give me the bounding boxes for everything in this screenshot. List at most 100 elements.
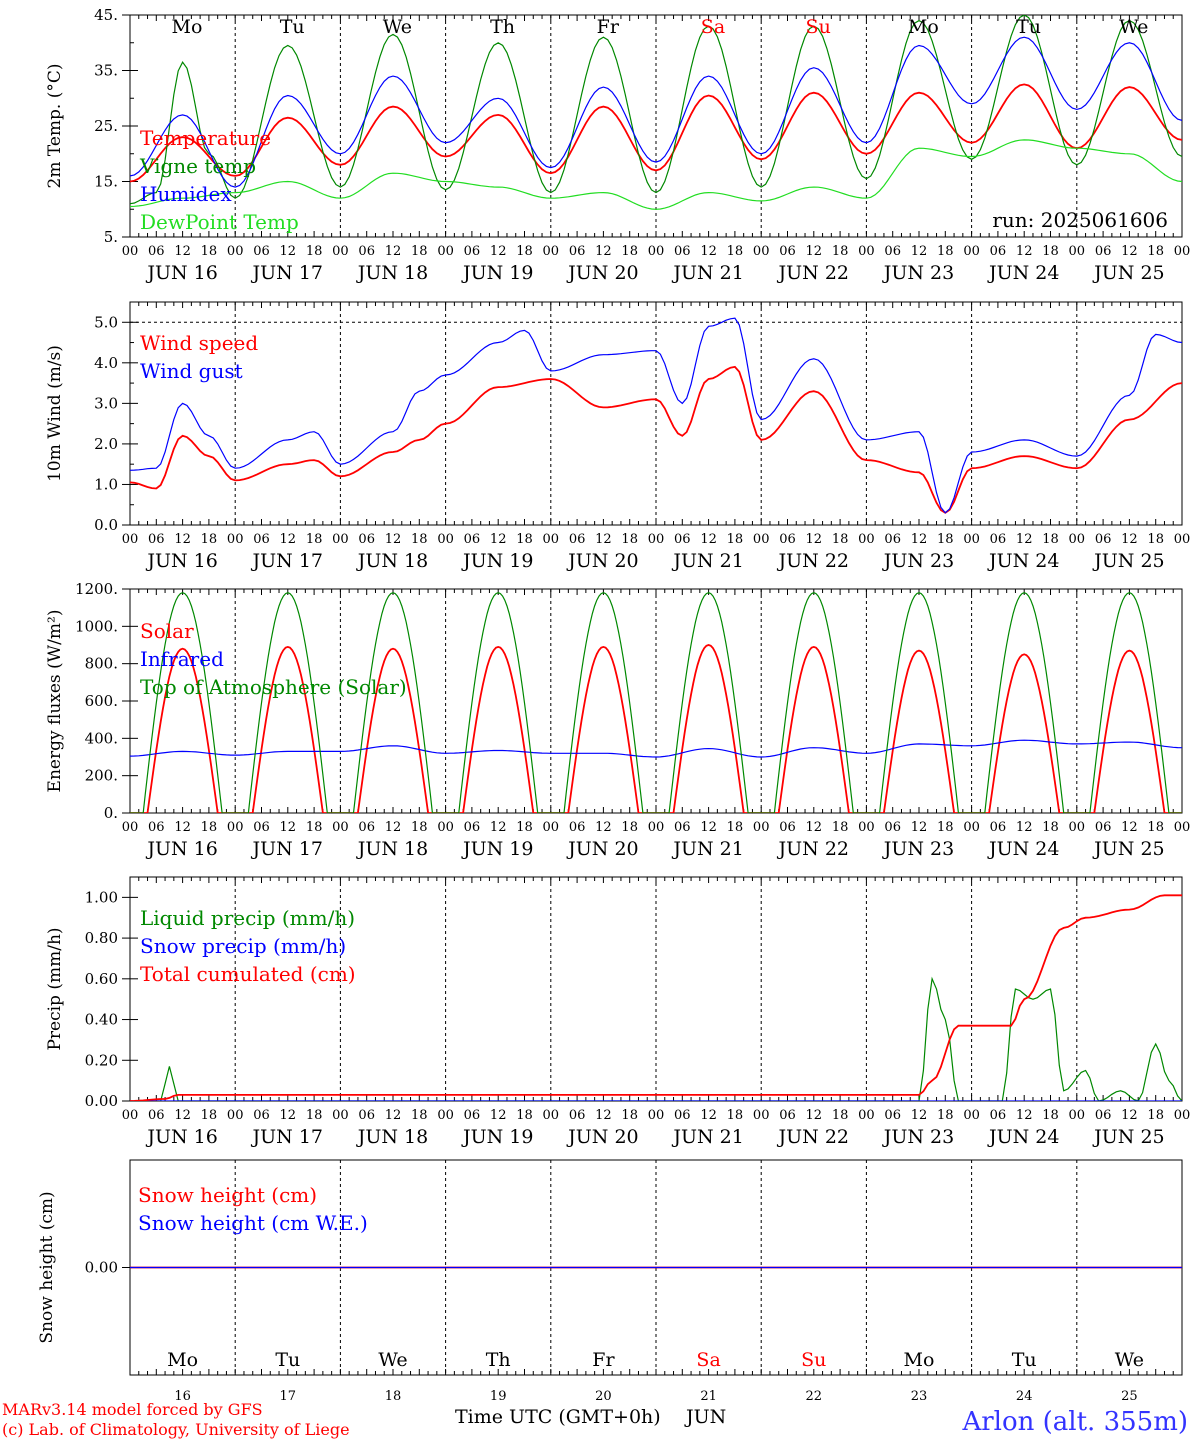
time-label: 06 [464,244,481,259]
time-label: 12 [700,244,717,259]
date-labels: JUN 16 JUN 17 JUN 18 JUN 19 JUN 20 JUN 21 JUN … [145,262,1164,284]
series-line-wind-speed [130,365,1182,514]
time-label: 12 [911,532,928,547]
time-labels: 00 06 12 18 00 06 12 18 00 06 12 18 00 06 12 18 00 06 12 18… [122,820,1191,835]
weekday-label: Tu [1012,1349,1037,1371]
y-tick-label: 25. [94,117,118,135]
time-label: 12 [1016,244,1033,259]
series-line-liquid-precip-mm-h [130,976,1182,1101]
y-tick-label: 800. [85,655,118,673]
time-label: 18 [306,820,323,835]
date-label: JUN 19 [461,838,533,860]
time-label: 00 [1174,1108,1191,1123]
date-label: JUN 17 [251,838,323,860]
time-label: 18 [832,244,849,259]
time-label: 00 [227,532,244,547]
day-number: 20 [595,1389,612,1404]
time-label: 00 [437,244,454,259]
time-label: 06 [1095,1108,1112,1123]
time-label: 12 [595,532,612,547]
legend-entry: Vigne temp [139,154,256,178]
time-label: 00 [648,532,665,547]
date-label: JUN 25 [1092,1126,1164,1148]
date-label: JUN 17 [251,1126,323,1148]
time-label: 00 [437,820,454,835]
time-label: 12 [700,1108,717,1123]
date-label: JUN 21 [671,838,743,860]
time-label: 18 [516,244,533,259]
time-label: 18 [1042,532,1059,547]
time-label: 12 [1121,1108,1138,1123]
time-label: 12 [595,820,612,835]
time-label: 00 [1069,1108,1086,1123]
time-label: 06 [990,820,1007,835]
day-number: 23 [911,1389,928,1404]
date-label: JUN 24 [987,838,1059,860]
date-label: JUN 18 [356,550,428,572]
time-label: 06 [569,820,586,835]
time-label: 12 [806,820,823,835]
time-label: 06 [569,244,586,259]
time-label: 00 [963,1108,980,1123]
date-label: JUN 20 [566,1126,638,1148]
time-label: 00 [1174,532,1191,547]
time-label: 12 [700,532,717,547]
time-label: 18 [832,1108,849,1123]
series-group [130,894,1182,1101]
time-label: 00 [122,532,139,547]
time-label: 18 [727,820,744,835]
weekday-label: Sa [701,16,725,38]
time-label: 12 [595,244,612,259]
time-label: 06 [779,532,796,547]
time-label: 06 [990,1108,1007,1123]
legend-entry: Snow height (cm W.E.) [138,1211,368,1235]
time-label: 00 [227,820,244,835]
date-label: JUN 19 [461,550,533,572]
weekday-label: Su [806,16,831,38]
panel-3: 0. 200. 400. 600. 800. 1000. 1200. Energy fluxe… [45,580,1190,860]
time-label: 18 [937,532,954,547]
time-label: 06 [779,244,796,259]
y-tick-label: 200. [85,767,118,785]
time-label: 12 [174,244,191,259]
date-label: JUN 17 [251,262,323,284]
time-label: 00 [437,1108,454,1123]
weekday-label: Fr [597,16,620,38]
time-label: 18 [621,1108,638,1123]
time-label: 12 [1016,1108,1033,1123]
y-tick-label: 0.40 [85,1011,118,1029]
run-label: run: 2025061606 [992,208,1168,232]
time-label: 00 [543,532,560,547]
date-label: JUN 21 [671,550,743,572]
time-label: 12 [911,820,928,835]
time-label: 12 [911,244,928,259]
time-label: 06 [674,244,691,259]
legend-entry: Wind speed [140,331,258,355]
time-label: 12 [280,244,297,259]
weekday-label: Mo [172,16,203,38]
time-label: 06 [464,532,481,547]
time-label: 18 [201,820,218,835]
legend-entry: Temperature [140,126,271,150]
time-label: 06 [674,532,691,547]
date-label: JUN 16 [145,838,217,860]
x-ticks [129,589,1183,813]
legend-entry: Humidex [140,182,232,206]
time-label: 18 [411,244,428,259]
weekday-label: Tu [1016,16,1041,38]
date-label: JUN 23 [882,1126,954,1148]
day-number: 25 [1121,1389,1138,1404]
time-label: 00 [858,244,875,259]
time-label: 12 [385,244,402,259]
time-label: 00 [122,244,139,259]
x-axis-label: Time UTC (GMT+0h) [455,1406,661,1428]
series-group [130,317,1182,514]
lab-credit: (c) Lab. of Climatology, University of L… [2,1420,350,1439]
y-tick-label: 15. [94,173,118,191]
time-label: 18 [201,1108,218,1123]
time-label: 00 [332,1108,349,1123]
y-tick-label: 0.0 [94,516,118,534]
time-label: 00 [648,1108,665,1123]
day-number: 17 [280,1389,297,1404]
